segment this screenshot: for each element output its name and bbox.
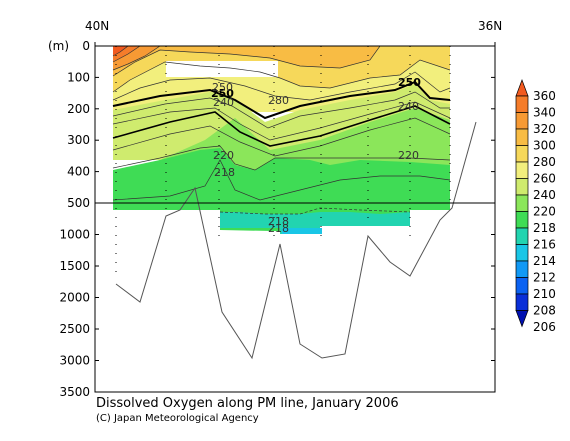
colorbar-label: 208: [533, 304, 556, 318]
colorbar-segment: [515, 128, 529, 146]
x-label-right: 36N: [478, 19, 502, 33]
contour-label: 218: [268, 222, 289, 235]
colorbar-segment: [515, 112, 529, 130]
contour-label: 218: [214, 166, 235, 179]
contour-line-218: [112, 159, 451, 201]
contour-line-230-bold: [112, 105, 451, 147]
colorbar-segment: [515, 161, 529, 179]
plot-frame: [94, 45, 496, 393]
contour-line-340: [112, 46, 141, 63]
contour-line-360: [112, 46, 129, 57]
y-tick-label: 3000: [59, 354, 90, 368]
colorbar-label: 214: [533, 254, 556, 268]
colorbar-segment: [515, 145, 529, 163]
contour-line-225: [112, 117, 451, 157]
contour-fill-layer: [113, 46, 450, 234]
station-dots: [115, 46, 451, 275]
y-tick-label: 200: [67, 102, 90, 116]
colorbar-label: 210: [533, 287, 556, 301]
colorbar-label: 280: [533, 155, 556, 169]
y-tick-label: 400: [67, 165, 90, 179]
bottom-topography: [115, 121, 477, 360]
contour-label: 218: [268, 215, 289, 228]
contour-line-300: [112, 46, 381, 77]
colorbar-segment: [515, 260, 529, 278]
contour-line-280: [112, 59, 451, 93]
colorbar-label: 240: [533, 188, 556, 202]
contour-label: 240: [213, 96, 234, 109]
contour-line-220: [112, 145, 451, 171]
missing-data-box: [166, 61, 278, 77]
colorbar-label: 320: [533, 122, 556, 136]
colorbar-segment: [515, 277, 529, 295]
contour-line-218b: [219, 207, 411, 215]
contour-label: 220: [213, 149, 234, 162]
colorbar-label: 206: [533, 320, 556, 334]
top-ticks: [94, 42, 496, 46]
colorbar-segment: [515, 293, 529, 311]
y-axis-unit: (m): [48, 39, 69, 53]
contour-line-320: [112, 46, 161, 71]
y-tick-label: 2500: [59, 322, 90, 336]
contour-label: 240: [398, 100, 419, 113]
chart-title: Dissolved Oxygen along PM line, January …: [96, 396, 399, 411]
y-tick-label: 1500: [59, 259, 90, 273]
x-label-left: 40N: [85, 19, 109, 33]
contour-label: 280: [268, 94, 289, 107]
y-tick-label: 500: [67, 196, 90, 210]
colorbar-label: 212: [533, 271, 556, 285]
colorbar-label: 300: [533, 139, 556, 153]
colorbar: 360 340 320 300 280 260 240 220 218 216 214 212 210 2…: [515, 79, 556, 334]
colorbar-segment: [515, 178, 529, 196]
y-tick-label: 1000: [59, 228, 90, 242]
colorbar-label: 218: [533, 221, 556, 235]
chart-credit: (C) Japan Meteorological Agency: [96, 413, 259, 424]
y-tick-label: 100: [67, 70, 90, 84]
contour-line-250-bold: [112, 80, 451, 120]
contour-lines: [112, 46, 451, 215]
contour-line-240: [112, 91, 450, 129]
fill-218-220: [113, 148, 450, 232]
colorbar-label: 340: [533, 106, 556, 120]
contour-label: 220: [398, 149, 419, 162]
fill-214-216: [282, 228, 322, 234]
fill-300-320: [113, 46, 380, 76]
y-tick-label: 2000: [59, 291, 90, 305]
contour-label: 250: [211, 87, 234, 100]
colorbar-label: 220: [533, 205, 556, 219]
colorbar-segment: [515, 227, 529, 245]
colorbar-top-arrow: [515, 79, 529, 97]
contour-line-235: [112, 101, 451, 141]
fill-216-218: [220, 212, 410, 234]
colorbar-segment: [515, 95, 529, 113]
contour-label: 250: [398, 76, 421, 89]
colorbar-segment: [515, 194, 529, 212]
contour-line-270: [112, 71, 451, 101]
colorbar-label: 260: [533, 172, 556, 186]
y-tick-label: 300: [67, 133, 90, 147]
y-ticks: 0 100 200 300 400 500 1000 1500 2000 2500 3000 3500: [59, 39, 495, 399]
y-tick-label: 3500: [59, 385, 90, 399]
contour-label: 250: [212, 81, 233, 94]
colorbar-segment: [515, 211, 529, 229]
colorbar-segment: [515, 244, 529, 262]
colorbar-label: 360: [533, 89, 556, 103]
colorbar-label: 216: [533, 238, 556, 252]
colorbar-bottom-arrow: [515, 310, 529, 328]
y-tick-label: 0: [82, 39, 90, 53]
contour-labels: 250 250 250 280 240 240 220 220 218 218 …: [211, 76, 421, 235]
